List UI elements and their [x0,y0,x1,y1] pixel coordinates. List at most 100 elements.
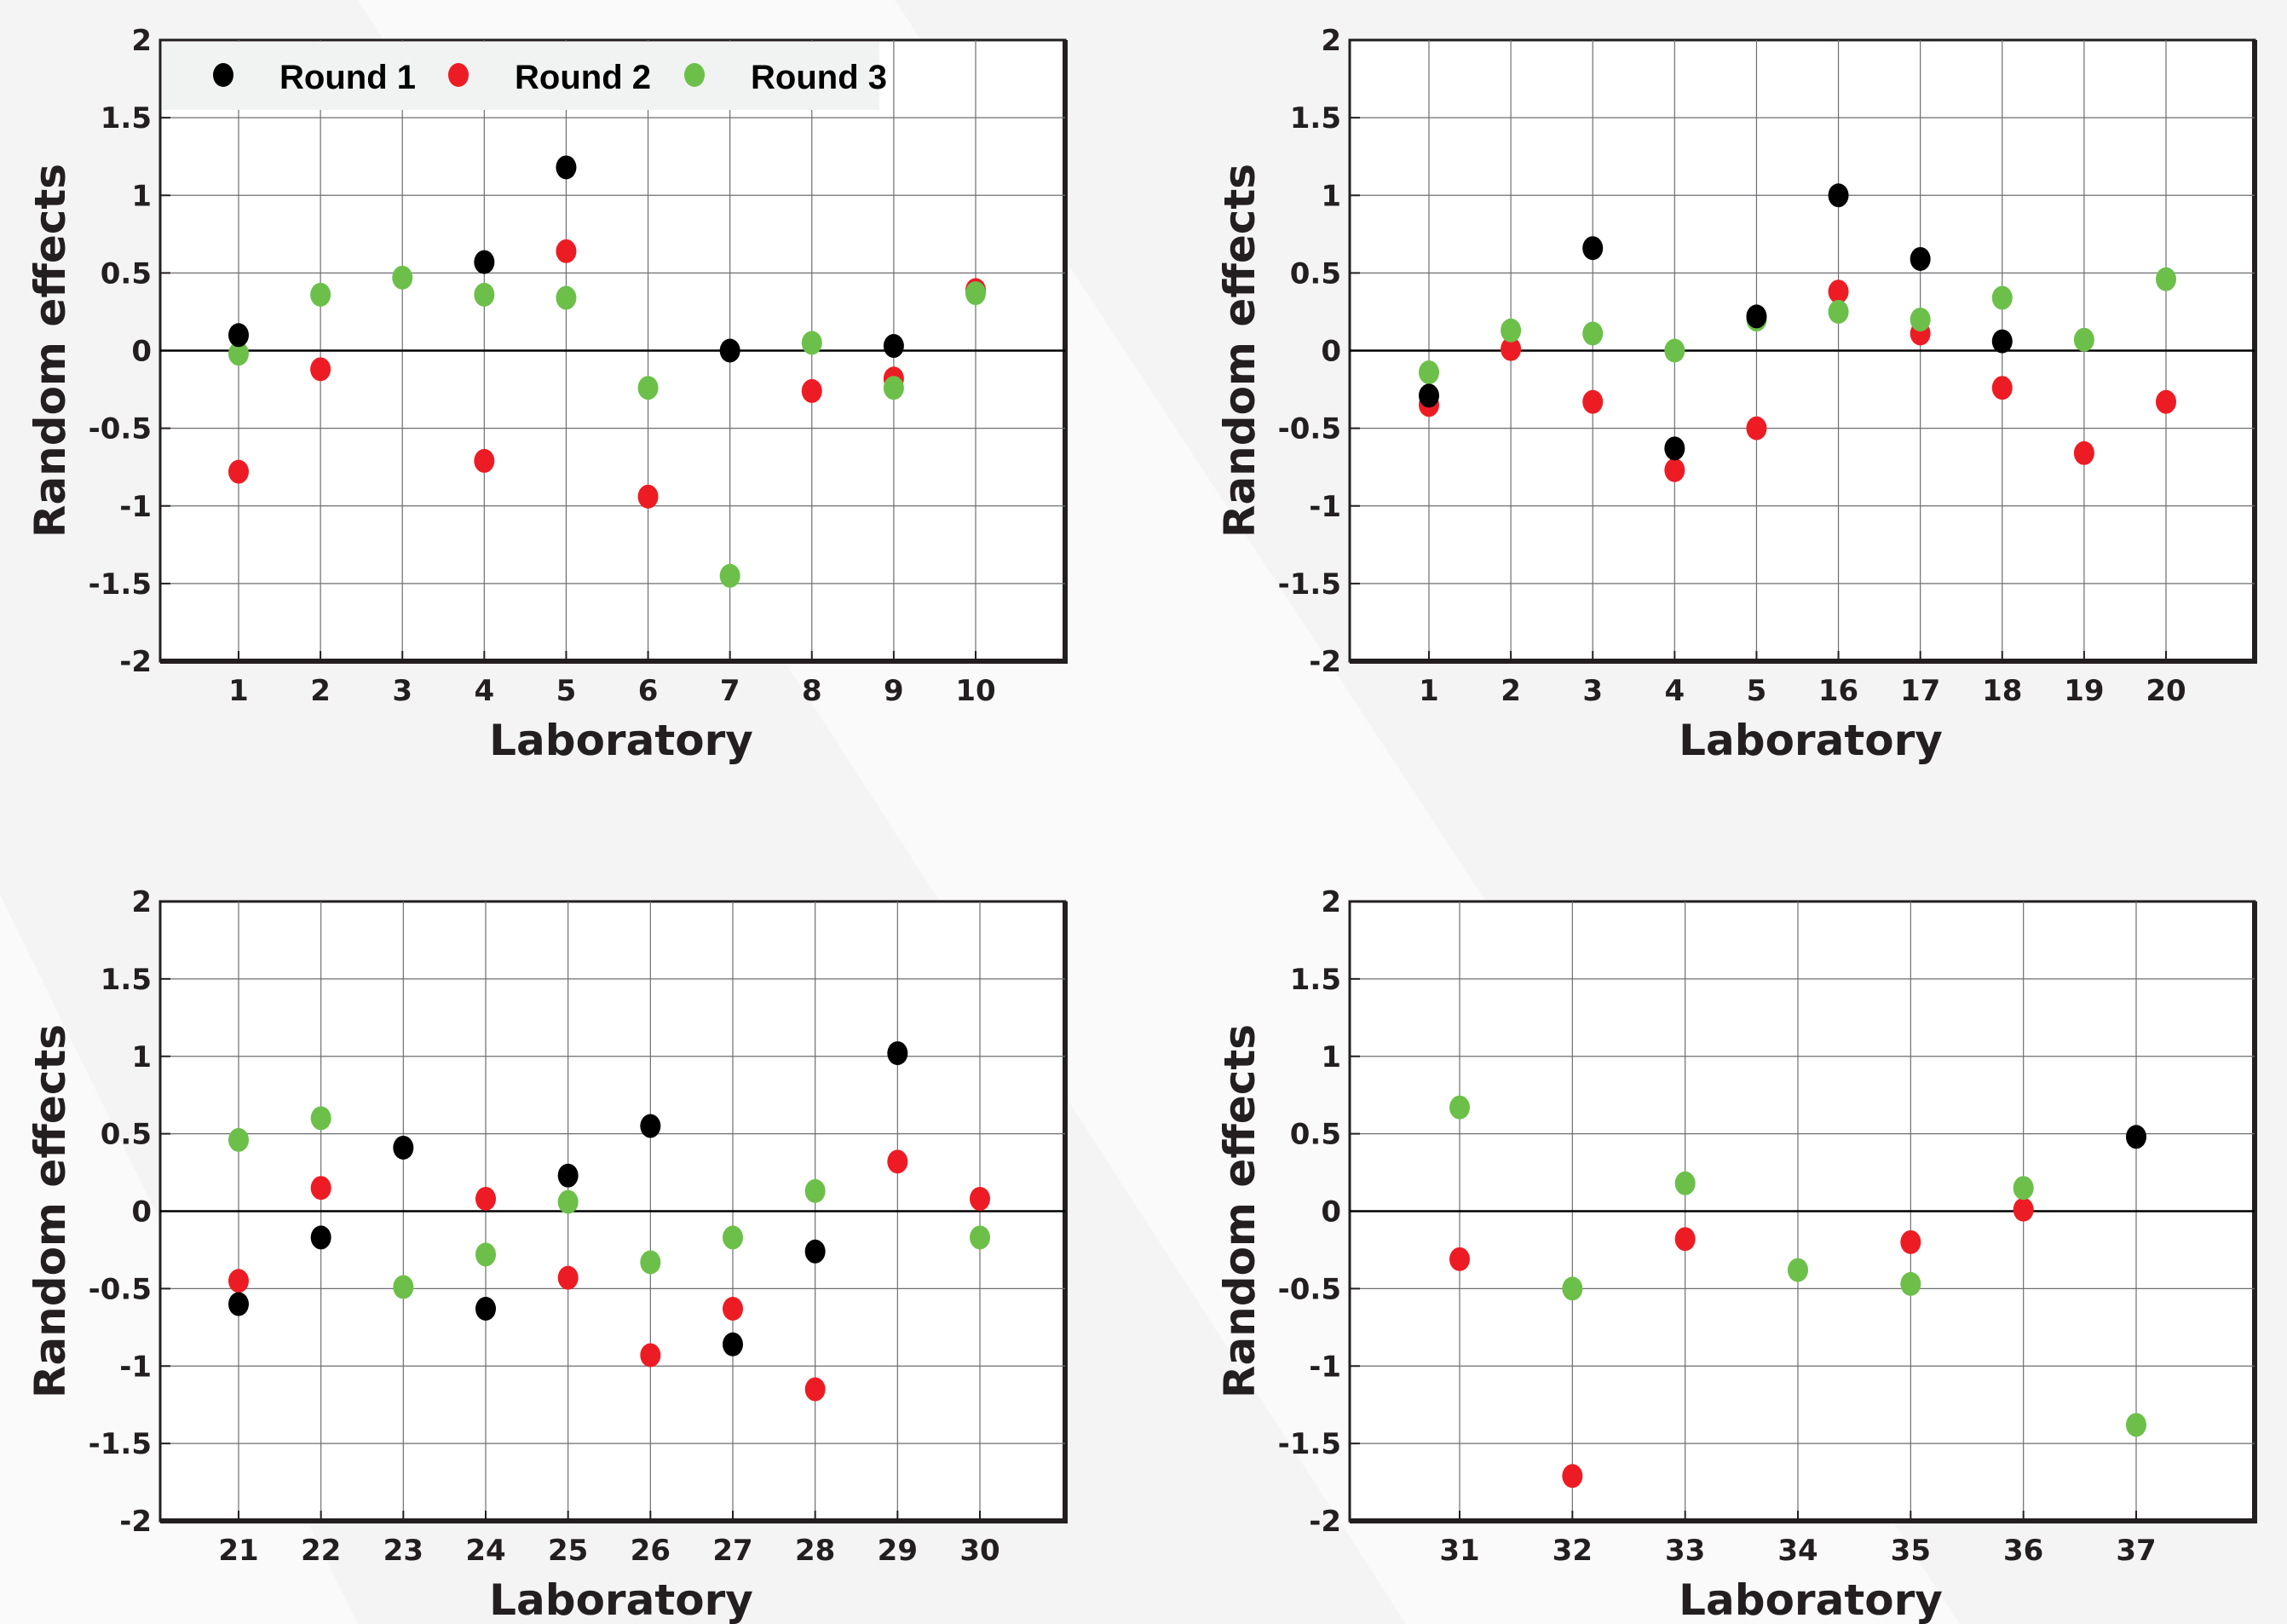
data-point-round-1 [723,1332,743,1356]
data-point-round-3 [1828,299,1849,324]
data-point-round-1 [640,1114,661,1138]
x-tick-label: 1 [1419,674,1439,708]
data-point-round-2 [1828,279,1849,304]
y-tick-label: 2 [1321,885,1341,919]
y-tick-label: 1.5 [101,101,152,135]
x-tick-label: 6 [638,674,659,708]
x-tick-label: 18 [1982,674,2022,708]
x-tick-label: 31 [1439,1534,1479,1568]
plot-border [160,901,1068,1523]
data-point-round-3 [2156,267,2176,291]
y-axis-title: Random effects [26,164,75,538]
y-tick-label: 0.5 [1290,1118,1341,1152]
data-point-round-1 [883,334,904,359]
data-point-round-3 [804,1178,826,1203]
data-point-round-2 [556,239,577,263]
legend-box [162,42,879,110]
data-point-round-1 [393,1135,414,1160]
data-point-round-2 [228,1269,249,1293]
x-tick-label: 26 [631,1534,671,1568]
x-tick-label: 5 [556,674,577,708]
y-tick-label: 2 [131,885,152,919]
data-point-round-1 [557,1163,579,1188]
data-point-round-3 [475,1242,496,1267]
y-axis-title: Random effects [26,1024,75,1398]
data-point-round-3 [2013,1176,2034,1201]
data-point-round-3 [883,376,904,400]
data-point-round-3 [801,331,822,355]
data-point-round-2 [640,1343,661,1368]
data-point-round-3 [1419,360,1439,385]
data-point-round-2 [1501,337,1522,361]
x-tick-label: 9 [884,674,904,708]
data-point-round-1 [474,250,495,274]
panel-2: 2 1.5 1 0.5 0 -0.5 -1 -1.5 -2 1 2 3 4 5 16 17 18 19 20 Labo… [1215,24,2257,765]
x-tick-label: 19 [2064,674,2104,708]
data-point-round-3 [228,1127,249,1152]
data-point-round-3 [1664,338,1685,363]
data-point-round-1 [1419,383,1439,408]
data-point-round-2 [1449,1247,1470,1271]
data-point-round-2 [310,1176,331,1201]
data-point-round-1 [1746,304,1767,329]
y-tick-label: -1 [119,490,152,524]
data-point-round-1 [1664,436,1685,461]
chart-panels: 21.510.50-0.5-1-1.5-21 2 3 4 5 6 7 8 9 10Laborato… [26,24,2257,1624]
panel-4: 2 1.5 1 0.5 0 -0.5 -1 -1.5 -2 31 32 33 34 35 36 37 Labor… [1215,885,2257,1624]
y-tick-label: -1 [119,1350,152,1384]
y-tick-label: 0 [131,335,152,369]
data-point-round-1 [1582,236,1604,261]
x-tick-label: 25 [548,1534,588,1568]
x-tick-label: 28 [795,1534,835,1568]
data-point-round-2 [970,1186,990,1211]
x-tick-label: 36 [2003,1534,2043,1568]
x-tick-label: 32 [1553,1534,1593,1568]
x-tick-label: 8 [802,674,822,708]
y-tick-label: -1.5 [89,1427,152,1461]
y-tick-label: -0.5 [1278,412,1341,446]
data-point-round-3 [1991,285,2013,310]
data-point-round-3 [392,265,413,290]
data-point-round-2 [557,1265,579,1290]
y-axis-title: Random effects [1215,164,1264,538]
data-point-round-2 [723,1297,743,1322]
data-point-round-1 [1828,183,1849,208]
y-tick-label: -2 [1309,1505,1341,1539]
x-tick-label: 1 [228,674,249,708]
data-point-round-3 [637,376,659,400]
legend-label: Round 2 [515,59,651,96]
x-tick-label: 3 [1582,674,1603,708]
y-tick-label: 1.5 [101,963,152,997]
data-point-round-3 [723,1225,743,1250]
y-tick-label: 1 [131,1040,152,1074]
y-tick-label: 1 [131,179,152,213]
data-point-round-2 [474,448,495,473]
data-point-round-2 [228,459,249,484]
data-point-round-1 [719,338,740,363]
data-point-round-1 [804,1239,826,1264]
legend-label: Round 3 [751,59,887,96]
y-tick-label: 0 [131,1195,152,1230]
legend-marker [213,63,233,87]
y-tick-label: 1 [1321,179,1341,213]
legend: Round 1 Round 2 Round 3 [162,42,887,110]
data-point-round-1 [475,1297,496,1322]
data-point-round-3 [1582,321,1604,346]
data-point-round-3 [474,282,495,307]
y-tick-label: 0.5 [101,256,152,291]
data-point-round-2 [801,378,822,403]
x-tick-label: 37 [2116,1534,2156,1568]
data-point-round-3 [965,281,986,306]
data-point-round-2 [475,1186,496,1211]
data-point-round-2 [1991,376,2013,400]
data-point-round-3 [970,1225,990,1250]
y-tick-label: 1 [1321,1040,1341,1074]
y-tick-label: -2 [119,1505,152,1539]
y-tick-label: 1.5 [1290,963,1341,997]
plot-border [160,40,1068,664]
data-point-round-3 [556,285,577,310]
data-point-round-1 [310,1225,331,1250]
y-tick-label: -1 [1309,1350,1341,1384]
data-point-round-3 [1562,1276,1583,1301]
